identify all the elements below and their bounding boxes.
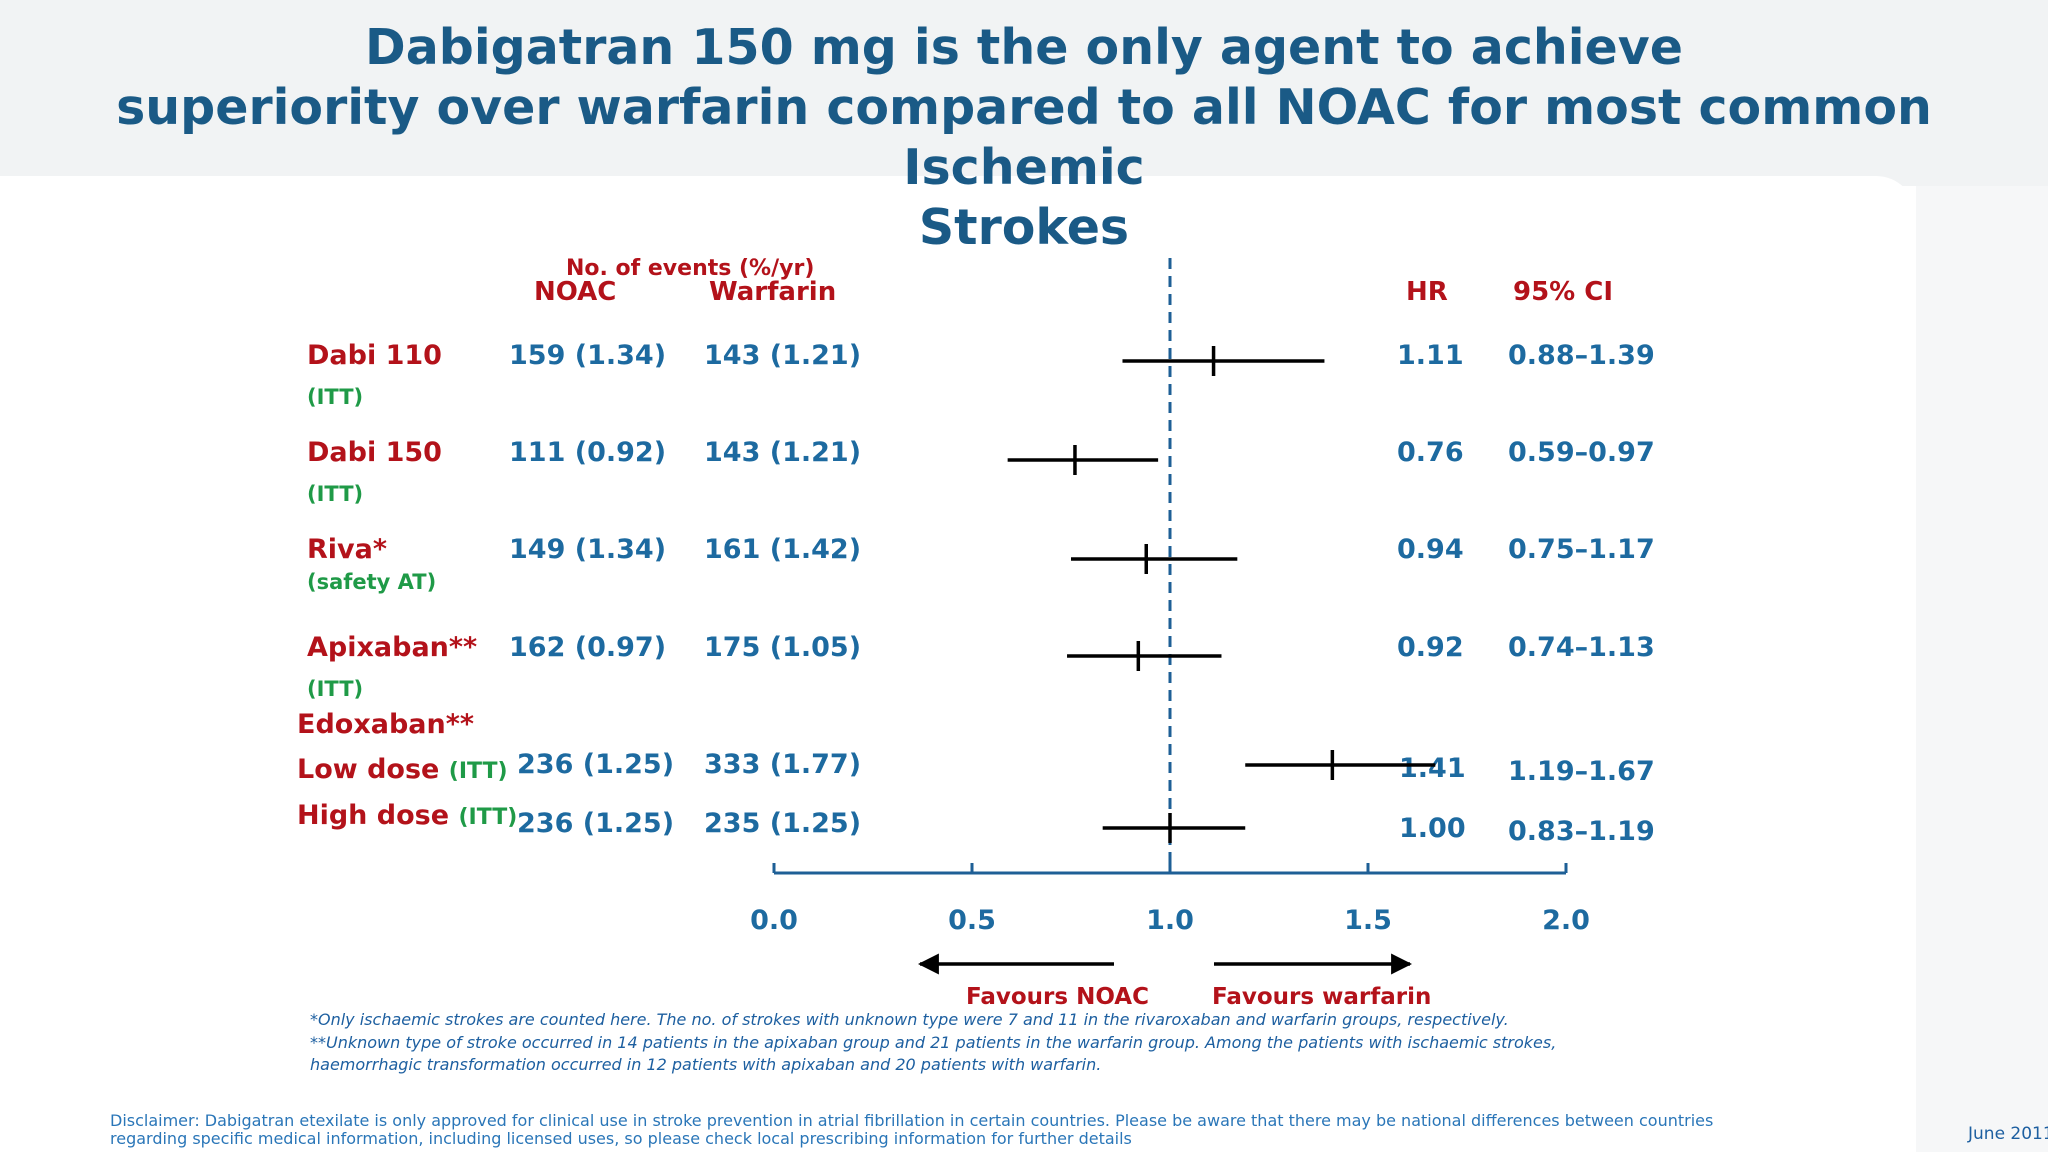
row-sublabel-high-dose: (ITT) (458, 805, 518, 830)
date-stamp: June 2011 (1968, 1124, 2048, 1144)
row-label-dabi-110: Dabi 110 (307, 340, 442, 371)
x-axis-tick-label-0: 0.0 (750, 905, 798, 936)
favours-warfarin-label: Favours warfarin (1212, 984, 1432, 1010)
row-label-riva: Riva* (307, 534, 387, 565)
warfarin-events-apixaban: 175 (1.05) (704, 632, 862, 663)
hr-value-low-dose: 1.41 (1399, 753, 1466, 784)
favours-noac-label: Favours NOAC (966, 984, 1149, 1010)
x-axis-tick-label-4: 2.0 (1542, 905, 1590, 936)
row-sublabel-low-dose: (ITT) (448, 759, 508, 784)
ci-column-header: 95% CI (1513, 277, 1614, 307)
noac-events-apixaban: 162 (0.97) (509, 632, 667, 663)
title-line-2: superiority over warfarin compared to al… (116, 79, 1932, 196)
x-axis-tick-label-3: 1.5 (1344, 905, 1392, 936)
hr-value-dabi-150: 0.76 (1397, 437, 1464, 468)
noac-events-high-dose: 236 (1.25) (517, 808, 675, 839)
row-sublabel-dabi-150: (ITT) (307, 482, 364, 506)
noac-events-riva: 149 (1.34) (509, 534, 667, 565)
footnote-2: **Unknown type of stroke occurred in 14 … (310, 1033, 1557, 1074)
disclaimer-text: Disclaimer: Dabigatran etexilate is only… (110, 1111, 1714, 1148)
title-line-3: Strokes (918, 199, 1130, 256)
row-label-high-dose: High dose (ITT) (297, 800, 517, 831)
noac-events-low-dose: 236 (1.25) (517, 749, 675, 780)
row-sublabel-apixaban: (ITT) (307, 677, 364, 701)
noac-events-dabi-150: 111 (0.92) (509, 437, 667, 468)
row-sublabel-dabi-110: (ITT) (307, 385, 364, 409)
row-sublabel-riva: (safety AT) (307, 570, 437, 594)
title-line-1: Dabigatran 150 mg is the only agent to a… (365, 19, 1683, 76)
events-header: No. of events (%/yr) (566, 256, 815, 281)
row-label-low-dose-text: Low dose (297, 754, 440, 785)
hr-value-riva: 0.94 (1397, 534, 1464, 565)
warfarin-events-low-dose: 333 (1.77) (704, 749, 862, 780)
noac-column-header: NOAC (534, 277, 617, 307)
warfarin-events-dabi-150: 143 (1.21) (704, 437, 862, 468)
ci-value-high-dose: 0.83–1.19 (1508, 816, 1655, 847)
slide-background (0, 176, 1916, 1152)
hr-column-header: HR (1406, 277, 1448, 307)
warfarin-column-header: Warfarin (709, 277, 837, 307)
header-band (0, 0, 2048, 186)
hr-value-high-dose: 1.00 (1399, 813, 1466, 844)
x-axis-tick-label-1: 0.5 (948, 905, 996, 936)
ci-value-dabi-110: 0.88–1.39 (1508, 340, 1655, 371)
hr-value-dabi-110: 1.11 (1397, 340, 1464, 371)
ci-value-low-dose: 1.19–1.67 (1508, 756, 1655, 787)
row-label-dabi-150: Dabi 150 (307, 437, 442, 468)
warfarin-events-riva: 161 (1.42) (704, 534, 862, 565)
slide-title: Dabigatran 150 mg is the only agent to a… (0, 18, 2048, 258)
right-margin-strip (1916, 186, 2048, 1152)
row-label-apixaban: Apixaban** (307, 632, 478, 663)
group-label-edoxaban: Edoxaban** (297, 709, 474, 740)
hr-value-apixaban: 0.92 (1397, 632, 1464, 663)
warfarin-events-high-dose: 235 (1.25) (704, 808, 862, 839)
ci-value-dabi-150: 0.59–0.97 (1508, 437, 1655, 468)
noac-events-dabi-110: 159 (1.34) (509, 340, 667, 371)
row-label-low-dose: Low dose (ITT) (297, 754, 508, 785)
footnote-1: *Only ischaemic strokes are counted here… (310, 1010, 1509, 1029)
ci-value-riva: 0.75–1.17 (1508, 534, 1655, 565)
row-label-high-dose-text: High dose (297, 800, 450, 831)
x-axis-tick-label-2: 1.0 (1146, 905, 1194, 936)
warfarin-events-dabi-110: 143 (1.21) (704, 340, 862, 371)
ci-value-apixaban: 0.74–1.13 (1508, 632, 1655, 663)
